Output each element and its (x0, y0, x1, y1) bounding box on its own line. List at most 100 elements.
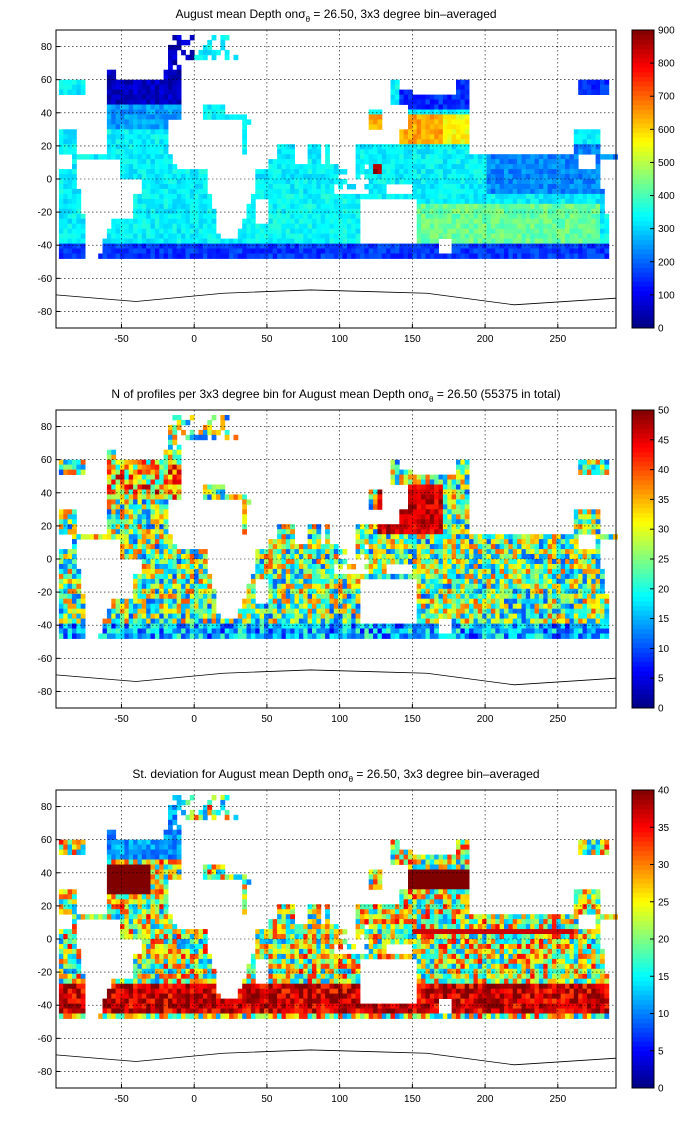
heatmap-cell (504, 198, 509, 205)
heatmap-cell (416, 193, 422, 200)
heatmap-cell (569, 203, 575, 210)
heatmap-cell (573, 139, 579, 145)
heatmap-cell (490, 253, 496, 259)
heatmap-cell (146, 218, 151, 225)
heatmap-cell (150, 459, 156, 466)
heatmap-cell (137, 603, 143, 610)
heatmap-cell (141, 469, 147, 475)
heatmap-cell (325, 198, 330, 205)
heatmap-cell (281, 218, 287, 225)
heatmap-cell (342, 618, 348, 624)
heatmap-cell (250, 248, 256, 254)
heatmap-cell (272, 218, 278, 225)
heatmap-cell (229, 253, 234, 259)
heatmap-cell (115, 499, 121, 505)
heatmap-cell (128, 529, 134, 535)
heatmap-cell (124, 544, 130, 550)
heatmap-cell (277, 174, 282, 180)
heatmap-cell (316, 243, 322, 249)
heatmap-cell (216, 623, 221, 629)
heatmap-cell (72, 549, 77, 555)
heatmap-cell (137, 608, 143, 615)
heatmap-cell (355, 554, 361, 560)
heatmap-cell (133, 164, 138, 170)
heatmap-cell (451, 613, 457, 619)
heatmap-cell (521, 223, 527, 230)
heatmap-cell (434, 484, 439, 490)
heatmap-cell (399, 474, 405, 480)
heatmap-cell (168, 434, 173, 441)
heatmap-cell (573, 223, 579, 230)
heatmap-cell (451, 504, 457, 510)
heatmap-cell (141, 489, 147, 495)
heatmap-cell (159, 524, 165, 530)
heatmap-cell (128, 469, 134, 475)
heatmap-cell (495, 534, 501, 540)
heatmap-cell (268, 223, 274, 230)
heatmap-cell (150, 89, 156, 95)
heatmap-cell (355, 149, 361, 155)
heatmap-cell (133, 459, 138, 466)
heatmap-cell (259, 174, 265, 180)
heatmap-cell (325, 618, 330, 624)
heatmap-cell (211, 598, 217, 605)
heatmap-cell (146, 193, 151, 200)
heatmap-cell (150, 139, 156, 145)
heatmap-cell (168, 188, 173, 195)
heatmap-cell (394, 524, 400, 530)
heatmap-cell (298, 164, 304, 170)
heatmap-cell (198, 573, 204, 580)
heatmap-cell (181, 623, 186, 629)
heatmap-cell (421, 169, 426, 175)
heatmap-cell (517, 198, 522, 205)
heatmap-cell (464, 544, 470, 550)
heatmap-cell (377, 164, 383, 170)
heatmap-cell (211, 489, 217, 495)
colorbar-swatch (632, 109, 654, 115)
heatmap-cell (154, 509, 160, 515)
heatmap-cell (429, 484, 435, 490)
heatmap-cell (185, 243, 191, 249)
heatmap-cell (333, 169, 339, 175)
heatmap-cell (63, 613, 69, 619)
heatmap-cell (198, 49, 204, 56)
heatmap-cell (595, 203, 601, 210)
heatmap-cell (290, 169, 295, 175)
heatmap-cell (360, 144, 365, 150)
heatmap-cell (154, 154, 160, 160)
heatmap-cell (477, 583, 483, 590)
heatmap-cell (504, 164, 509, 170)
colorbar-swatch (632, 272, 654, 278)
heatmap-cell (163, 603, 169, 610)
heatmap-cell (137, 494, 143, 500)
heatmap-cell (565, 198, 570, 205)
heatmap-cell (408, 474, 413, 480)
heatmap-cell (137, 119, 143, 125)
heatmap-cell (154, 144, 160, 150)
heatmap-cell (120, 544, 125, 550)
heatmap-cell (128, 94, 134, 100)
heatmap-cell (290, 549, 295, 555)
heatmap-cell (425, 608, 431, 615)
heatmap-cell (512, 238, 518, 244)
heatmap-cell (172, 588, 178, 595)
heatmap-cell (486, 593, 492, 600)
heatmap-cell (412, 119, 418, 125)
heatmap-cell (442, 633, 448, 639)
colorbar-swatch (632, 43, 654, 50)
heatmap-cell (394, 633, 400, 639)
heatmap-cell (194, 593, 199, 600)
heatmap-cell (150, 474, 156, 480)
heatmap-cell (434, 514, 439, 520)
heatmap-cell (154, 104, 160, 110)
heatmap-cell (412, 193, 418, 200)
heatmap-cell (316, 208, 322, 215)
heatmap-cell (569, 218, 575, 225)
heatmap-cell (408, 554, 413, 560)
heatmap-cell (573, 248, 579, 254)
heatmap-cell (72, 149, 77, 155)
heatmap-cell (154, 223, 160, 230)
heatmap-cell (172, 568, 178, 575)
heatmap-cell (447, 539, 453, 545)
heatmap-cell (163, 583, 169, 590)
